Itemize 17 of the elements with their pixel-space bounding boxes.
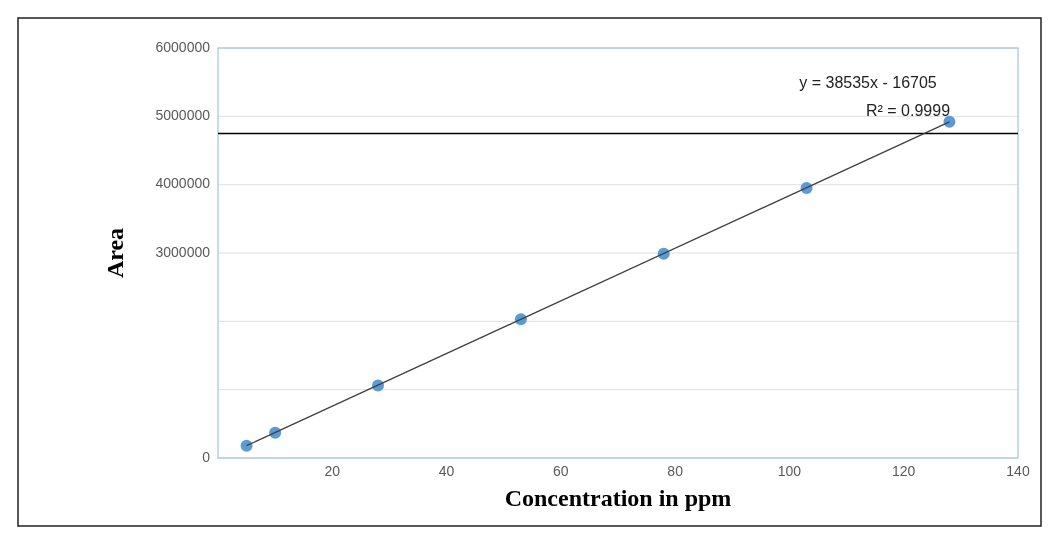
annotation: R² = 0.9999 xyxy=(865,102,951,119)
x-tick-label: 120 xyxy=(892,463,916,479)
y-tick-label: 0 xyxy=(202,448,211,465)
x-tick-label: 40 xyxy=(438,463,455,479)
y-tick-label: 6000000 xyxy=(155,38,211,55)
x-tick-label: 100 xyxy=(777,463,802,479)
y-tick-label: 4000000 xyxy=(155,175,211,192)
annotation: y = 38535x - 16705 xyxy=(799,74,937,91)
y-axis-title: Area xyxy=(102,227,128,279)
point xyxy=(943,115,956,128)
x-tick-label: 140 xyxy=(1006,463,1030,479)
y-tick-label: 3000000 xyxy=(155,243,211,260)
x-tick-label: 20 xyxy=(324,463,341,479)
x-axis-title: Concentration in ppm xyxy=(504,485,732,511)
y-tick-label: 5000000 xyxy=(155,107,211,124)
x-tick-label: 80 xyxy=(667,463,684,479)
x-tick-label: 60 xyxy=(553,463,569,479)
